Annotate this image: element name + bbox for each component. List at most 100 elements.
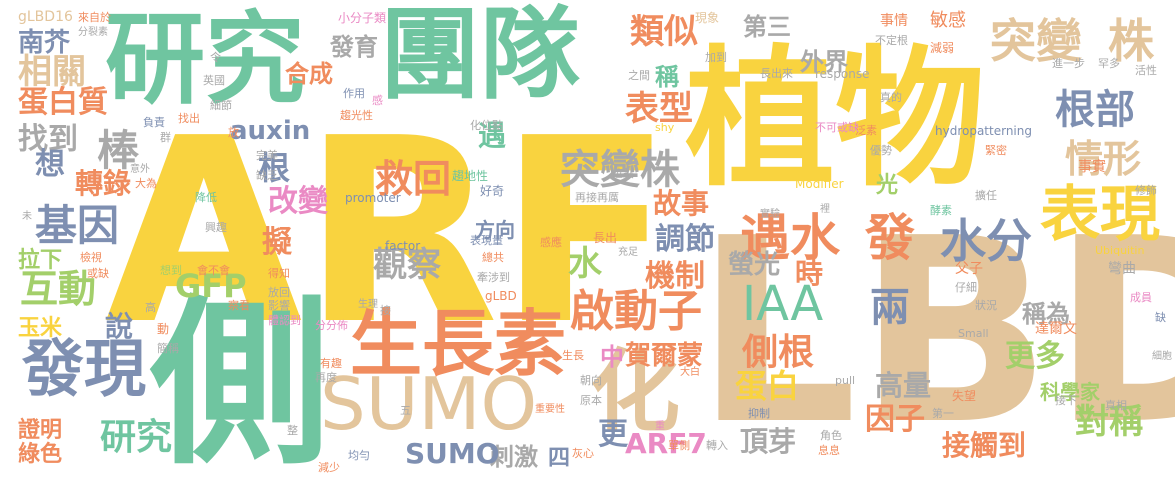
word: 拉下 [18, 248, 63, 273]
word: 減少 [318, 461, 340, 474]
word: 轉入 [706, 439, 728, 452]
word: 失望 [952, 389, 977, 403]
word: 合成 [285, 60, 333, 88]
word: 真的 [880, 91, 902, 104]
word: 高 [145, 301, 156, 314]
word: 放 [228, 126, 239, 139]
word: 互動 [20, 267, 97, 311]
word: 整 [287, 424, 298, 437]
word: 螢光 [728, 250, 781, 280]
word: 大為 [135, 177, 157, 190]
word: 發育 [330, 33, 378, 61]
word: 研究 [100, 417, 173, 458]
word: 化 [590, 340, 680, 445]
word: 故事 [653, 187, 710, 220]
word: 察看 [228, 299, 250, 312]
word: 充足 [618, 247, 638, 258]
word: 擴任 [975, 189, 997, 202]
word: 趨地性 [452, 169, 489, 183]
word: 救回 [375, 157, 452, 201]
word: 長出 [593, 231, 618, 245]
word: 證明 [18, 418, 63, 443]
word: 啟動子 [570, 286, 702, 337]
word: 植物 [685, 33, 986, 207]
word: 中 [600, 343, 624, 371]
word: 方向 [475, 218, 515, 242]
word: gLBD [485, 289, 517, 303]
word: 體認到 [268, 314, 301, 327]
word: ARF [105, 84, 673, 381]
word: 來自於 [78, 11, 111, 24]
word: 趨光性 [340, 109, 373, 122]
word: promoter [345, 191, 401, 205]
word: 側根 [742, 332, 815, 373]
word: 小分子類 [338, 11, 387, 25]
word: 達爾文 [1035, 321, 1077, 337]
word: 單側 [668, 439, 690, 452]
word: 再度 [315, 371, 337, 384]
word: 成員 [1130, 291, 1152, 304]
word: 遇水 [740, 209, 840, 267]
word: 水分 [940, 214, 1032, 268]
word: 降低 [195, 191, 217, 204]
word: 五 [400, 404, 411, 417]
word: hydropatterning [935, 124, 1032, 138]
word: GFP [175, 267, 247, 305]
word: 抑制 [748, 407, 770, 420]
word: 原本 [580, 394, 602, 407]
word: 研究 [105, 1, 305, 118]
word: 機制 [645, 259, 705, 294]
word: 接觸到 [942, 429, 1027, 462]
word: 表現量 [470, 234, 503, 247]
word: 高量 [875, 369, 932, 402]
word: 外界 [800, 48, 848, 76]
word: SUMO [320, 362, 538, 446]
word: 第三 [743, 13, 791, 41]
word: 現象 [695, 11, 720, 25]
word: 情形 [1065, 137, 1142, 181]
word: 事實 [1078, 159, 1106, 175]
word: 分裂素 [78, 27, 108, 38]
word: 株 [1108, 14, 1154, 68]
word: 缺乏 [256, 169, 278, 182]
word: 蛋白 [735, 367, 800, 405]
word: pull [835, 374, 856, 387]
word: 重 [655, 421, 665, 432]
word: 更 [598, 417, 628, 452]
word: 根部 [1055, 87, 1135, 133]
word: 細節 [210, 99, 232, 112]
word: 實驗 [760, 209, 780, 220]
word: 均勻 [348, 449, 370, 462]
word: 因子 [865, 402, 925, 437]
word: 時 [795, 257, 824, 290]
word: 父子 [955, 261, 983, 277]
word: 修飾 [1135, 184, 1157, 197]
word: 玉米 [18, 316, 63, 341]
word: 水 [568, 244, 602, 284]
word: 動 [157, 322, 170, 336]
word: Ubiquitin [1095, 244, 1145, 257]
word: 改變 [268, 184, 328, 219]
word: 狀況 [975, 299, 997, 312]
word: 完美 [256, 149, 278, 162]
word: 或缺 [87, 267, 109, 280]
word: 會不會 [197, 264, 230, 277]
word: 有趣 [320, 357, 342, 370]
word: 重要性 [535, 404, 565, 415]
word: 科學家 [1040, 380, 1100, 404]
word: 角色 [820, 429, 842, 442]
word: 側 [150, 280, 331, 482]
word: 相關 [18, 52, 86, 92]
word: 感 [372, 94, 383, 107]
word: 擬 [262, 225, 292, 260]
word: 調節 [655, 222, 715, 257]
word: shy [655, 121, 675, 134]
word: 想 [35, 147, 65, 182]
word: 減弱 [930, 41, 955, 55]
word: response [815, 67, 870, 81]
word: 未 [22, 211, 32, 222]
word: 生長 [562, 349, 584, 362]
word: 光 [876, 173, 899, 198]
word: 轉錄 [75, 167, 132, 200]
word: 進一步 [1052, 57, 1085, 70]
